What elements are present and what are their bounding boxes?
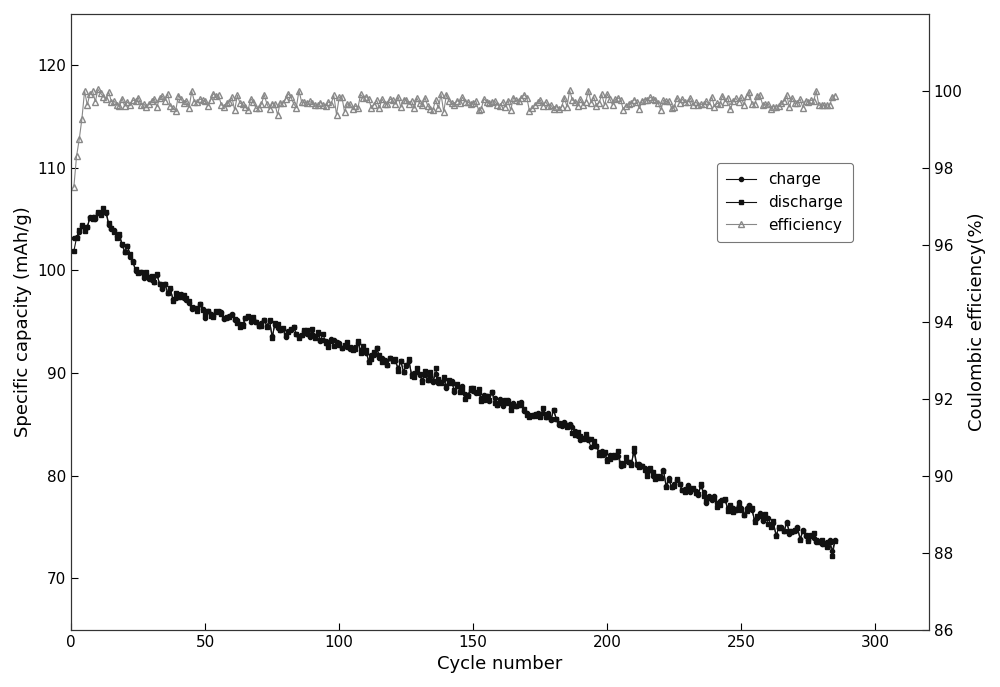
X-axis label: Cycle number: Cycle number — [437, 655, 563, 673]
efficiency — [459, 98, 471, 106]
charge — [68, 234, 80, 242]
discharge — [829, 537, 841, 545]
charge — [829, 536, 841, 544]
discharge — [700, 497, 712, 506]
discharge — [97, 204, 109, 212]
Legend: charge, discharge, efficiency: charge, discharge, efficiency — [717, 164, 853, 242]
charge — [97, 207, 109, 215]
efficiency — [700, 98, 712, 106]
charge — [604, 451, 616, 459]
charge — [459, 390, 471, 398]
Y-axis label: Coulombic efficiency(%): Coulombic efficiency(%) — [968, 212, 986, 431]
charge — [548, 406, 560, 414]
charge — [826, 547, 838, 555]
efficiency — [548, 105, 560, 113]
discharge — [68, 247, 80, 256]
discharge — [548, 406, 560, 414]
Line: efficiency: efficiency — [71, 87, 838, 190]
charge — [419, 371, 431, 379]
efficiency — [92, 85, 104, 93]
discharge — [199, 311, 211, 319]
Y-axis label: Specific capacity (mAh/g): Specific capacity (mAh/g) — [14, 206, 32, 437]
discharge — [826, 552, 838, 560]
charge — [199, 314, 211, 322]
efficiency — [829, 92, 841, 100]
charge — [700, 499, 712, 507]
Line: charge: charge — [72, 208, 837, 553]
discharge — [459, 395, 471, 403]
discharge — [419, 367, 431, 375]
efficiency — [419, 93, 431, 102]
discharge — [604, 455, 616, 463]
efficiency — [199, 98, 211, 106]
Line: discharge: discharge — [72, 206, 837, 558]
efficiency — [68, 183, 80, 191]
efficiency — [604, 95, 616, 103]
